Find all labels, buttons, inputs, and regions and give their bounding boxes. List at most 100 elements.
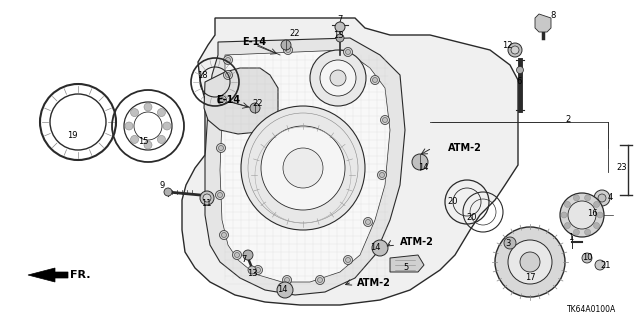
Circle shape — [281, 40, 291, 50]
Circle shape — [131, 135, 139, 143]
Circle shape — [261, 126, 345, 210]
Circle shape — [255, 268, 260, 273]
Circle shape — [568, 201, 596, 229]
Text: 12: 12 — [502, 41, 512, 50]
Circle shape — [335, 22, 345, 32]
Circle shape — [220, 230, 228, 239]
Text: 7: 7 — [337, 15, 342, 25]
Text: ATM-2: ATM-2 — [357, 278, 391, 288]
Text: 5: 5 — [403, 262, 408, 271]
Text: 23: 23 — [617, 164, 627, 172]
Circle shape — [225, 73, 230, 77]
Circle shape — [320, 60, 356, 96]
Circle shape — [330, 70, 346, 86]
Circle shape — [336, 34, 344, 42]
Circle shape — [584, 229, 591, 235]
Text: 7: 7 — [241, 255, 246, 265]
Circle shape — [508, 240, 552, 284]
Circle shape — [344, 47, 353, 57]
Text: FR.: FR. — [70, 270, 90, 280]
Text: 3: 3 — [506, 238, 511, 247]
Circle shape — [495, 227, 565, 297]
Circle shape — [218, 146, 223, 150]
Circle shape — [250, 103, 260, 113]
Circle shape — [223, 55, 232, 65]
Text: 22: 22 — [290, 28, 300, 37]
Circle shape — [200, 191, 214, 205]
Polygon shape — [535, 14, 551, 32]
Circle shape — [164, 188, 172, 196]
Circle shape — [234, 252, 239, 258]
Circle shape — [225, 58, 230, 62]
Text: 14: 14 — [418, 164, 428, 172]
Circle shape — [511, 46, 519, 54]
Circle shape — [218, 193, 223, 197]
Text: 1: 1 — [568, 234, 573, 243]
Circle shape — [598, 194, 606, 202]
Circle shape — [372, 240, 388, 256]
Text: 13: 13 — [246, 269, 257, 278]
Circle shape — [594, 190, 610, 206]
Circle shape — [248, 266, 256, 274]
Circle shape — [220, 98, 225, 102]
Circle shape — [573, 229, 579, 235]
Circle shape — [241, 106, 365, 230]
Text: 18: 18 — [196, 71, 207, 81]
Polygon shape — [28, 268, 68, 282]
Circle shape — [378, 171, 387, 180]
Circle shape — [232, 251, 241, 260]
Circle shape — [221, 233, 227, 237]
Circle shape — [564, 223, 570, 228]
Circle shape — [365, 220, 371, 225]
Text: ATM-2: ATM-2 — [400, 237, 434, 247]
Circle shape — [381, 116, 390, 124]
Text: ATM-2: ATM-2 — [448, 143, 482, 153]
Text: E-14: E-14 — [216, 95, 240, 105]
Circle shape — [344, 255, 353, 265]
Circle shape — [216, 190, 225, 199]
Text: 2: 2 — [565, 116, 571, 124]
Circle shape — [508, 43, 522, 57]
Circle shape — [560, 193, 604, 237]
Polygon shape — [205, 38, 405, 295]
Circle shape — [157, 108, 165, 116]
Circle shape — [346, 258, 351, 262]
Text: 20: 20 — [448, 197, 458, 206]
Circle shape — [216, 143, 225, 153]
Circle shape — [383, 117, 387, 123]
Circle shape — [285, 47, 291, 52]
Circle shape — [316, 276, 324, 284]
Text: 14: 14 — [276, 285, 287, 294]
Circle shape — [284, 45, 292, 54]
Circle shape — [253, 266, 262, 275]
Polygon shape — [182, 18, 518, 305]
Text: TK64A0100A: TK64A0100A — [567, 306, 616, 315]
Circle shape — [223, 70, 232, 79]
Text: 6: 6 — [516, 77, 522, 86]
Circle shape — [573, 195, 579, 201]
Text: 13: 13 — [333, 30, 343, 39]
Text: 17: 17 — [525, 274, 535, 283]
Circle shape — [285, 277, 289, 283]
Text: 4: 4 — [607, 194, 612, 203]
Text: E-14: E-14 — [242, 37, 266, 47]
Circle shape — [243, 250, 253, 260]
Circle shape — [144, 103, 152, 111]
Circle shape — [282, 276, 291, 284]
Circle shape — [582, 253, 592, 263]
Circle shape — [597, 212, 603, 218]
Circle shape — [564, 201, 570, 207]
Polygon shape — [204, 68, 278, 134]
Circle shape — [125, 122, 133, 130]
Circle shape — [412, 154, 428, 170]
Circle shape — [595, 260, 605, 270]
Circle shape — [283, 148, 323, 188]
Polygon shape — [220, 50, 390, 282]
Circle shape — [380, 172, 385, 178]
Text: 19: 19 — [67, 131, 77, 140]
Text: 16: 16 — [587, 209, 597, 218]
Circle shape — [157, 135, 165, 143]
Text: 21: 21 — [601, 261, 611, 270]
Text: 10: 10 — [582, 253, 592, 262]
Circle shape — [310, 50, 366, 106]
